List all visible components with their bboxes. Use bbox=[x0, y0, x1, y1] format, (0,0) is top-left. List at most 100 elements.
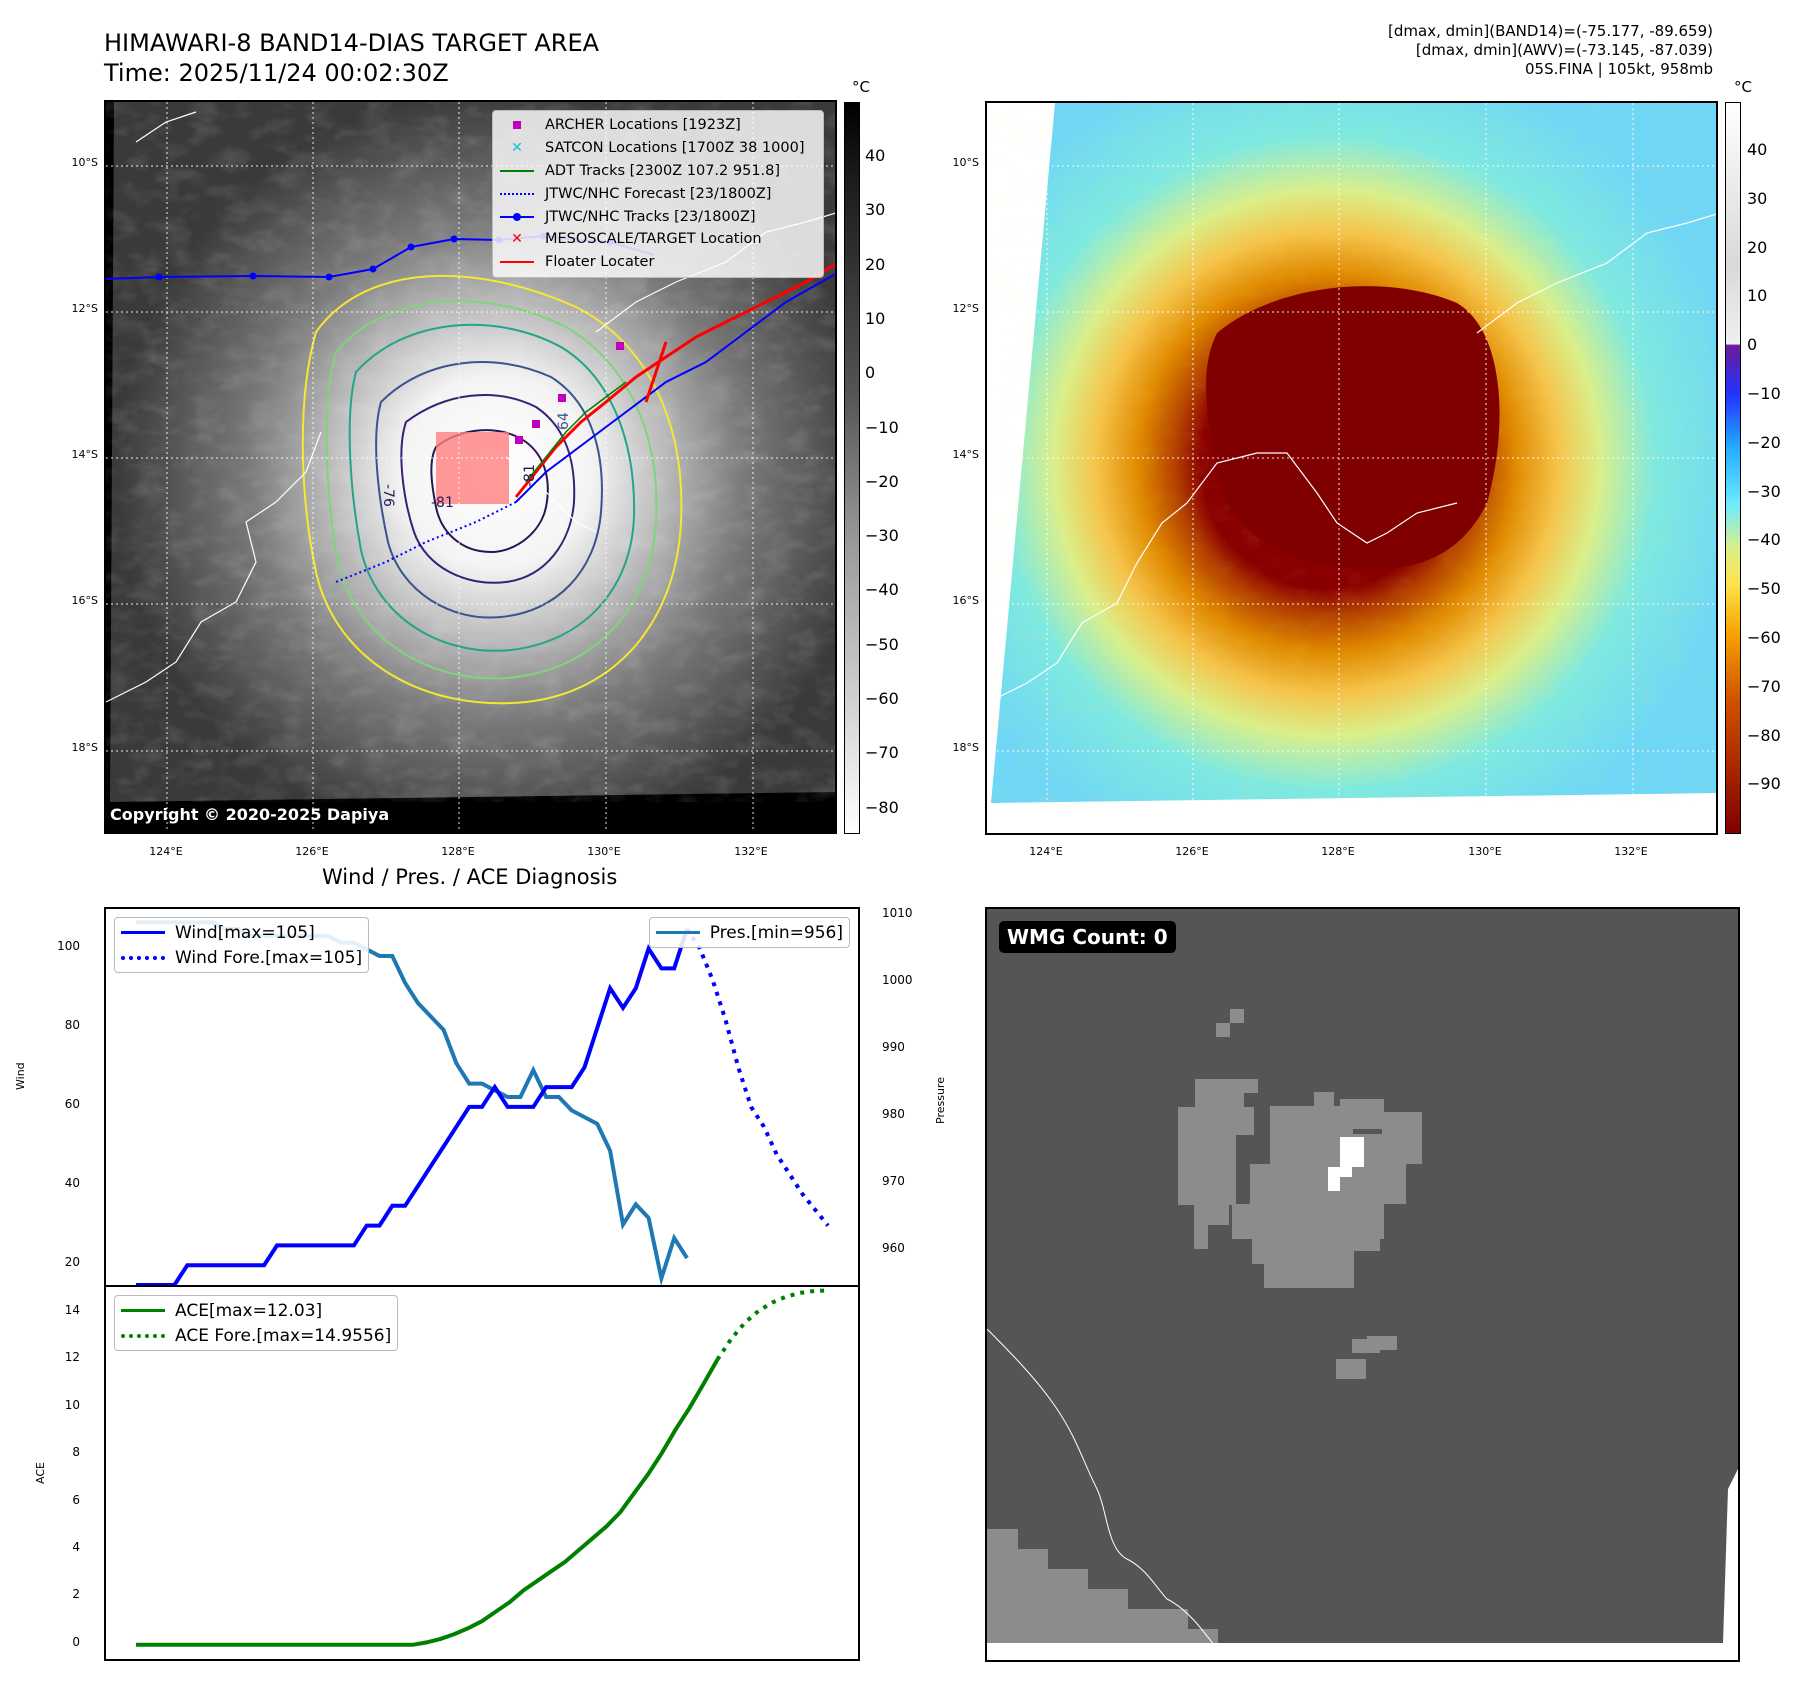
legend-label: Floater Locater bbox=[545, 254, 655, 271]
info-line-2: [dmax, dmin](AWV)=(-73.145, -87.039) bbox=[1415, 41, 1713, 59]
pressure-tick-label: 960 bbox=[882, 1241, 905, 1256]
colorbar-tick-label: −80 bbox=[865, 797, 899, 817]
lat-label: 16°S bbox=[952, 594, 979, 607]
legend-label: Pres.[min=956] bbox=[709, 922, 843, 943]
pressure-tick-label: 1000 bbox=[882, 972, 913, 987]
wmg-panel: WMG Count: 0 bbox=[985, 907, 1740, 1662]
main-title: HIMAWARI-8 BAND14-DIAS TARGET AREA Time: … bbox=[104, 28, 599, 88]
wmg-image bbox=[987, 1009, 1738, 1660]
dotted-line-icon bbox=[121, 955, 165, 960]
x-icon: ✕ bbox=[511, 231, 523, 248]
ace-tick-label: 0 bbox=[72, 1634, 80, 1649]
copyright: Copyright © 2020-2025 Dapiya bbox=[110, 805, 390, 824]
colorbar-tick-label: −60 bbox=[865, 689, 899, 708]
wind-ylabel: Wind bbox=[14, 1062, 27, 1090]
legend-label: ACE Fore.[max=14.9556] bbox=[175, 1325, 392, 1346]
line-icon bbox=[655, 931, 700, 934]
line-icon bbox=[121, 1309, 165, 1312]
floater-track bbox=[514, 262, 835, 498]
contour-label-3: -81 bbox=[431, 495, 454, 511]
colorbar-tick-label: −90 bbox=[1747, 774, 1781, 794]
ir-color-map bbox=[985, 101, 1718, 835]
map-legend: ARCHER Locations [1923Z] ✕ SATCON Locatio… bbox=[492, 110, 824, 278]
title-line-2: Time: 2025/11/24 00:02:30Z bbox=[104, 59, 449, 87]
wind-tick-label: 60 bbox=[64, 1096, 80, 1111]
colorbar-tick-label: −20 bbox=[1747, 432, 1781, 452]
wind-tick-label: 100 bbox=[57, 938, 80, 953]
line-icon bbox=[121, 931, 165, 934]
legend-row: ACE Fore.[max=14.9556] bbox=[121, 1323, 391, 1348]
lon-label: 132°E bbox=[734, 845, 768, 858]
target-box bbox=[436, 432, 509, 504]
colorbar-tick-label: 30 bbox=[1747, 188, 1768, 208]
wind-line bbox=[136, 928, 689, 1285]
legend-row: Wind[max=105] bbox=[121, 920, 362, 945]
ace-ylabel: ACE bbox=[34, 1462, 47, 1484]
lon-label: 126°E bbox=[1175, 845, 1209, 858]
ace-tick-label: 8 bbox=[72, 1445, 80, 1460]
pressure-tick-label: 970 bbox=[882, 1174, 905, 1189]
pressure-legend: Pres.[min=956] bbox=[648, 917, 850, 948]
ace-tick-label: 2 bbox=[72, 1587, 80, 1602]
colorbar-tick-label: −70 bbox=[1747, 676, 1781, 696]
colorbar-tick-label: −20 bbox=[865, 471, 899, 491]
legend-label: ACE[max=12.03] bbox=[175, 1300, 323, 1321]
ir-color-image bbox=[987, 103, 1716, 833]
wind-tick-label: 20 bbox=[64, 1255, 80, 1270]
square-icon bbox=[513, 121, 521, 130]
colorbar-tick-label: −30 bbox=[865, 526, 899, 546]
ace-tick-label: 14 bbox=[64, 1303, 80, 1318]
x-icon: ✕ bbox=[511, 140, 523, 157]
lat-label: 12°S bbox=[952, 302, 979, 315]
lat-label: 14°S bbox=[952, 448, 979, 461]
diagnosis-title: Wind / Pres. / ACE Diagnosis bbox=[322, 865, 618, 889]
legend-row: ✕ SATCON Locations [1700Z 38 1000] bbox=[499, 137, 817, 160]
ace-tick-label: 4 bbox=[72, 1540, 80, 1554]
lat-label: 10°S bbox=[952, 156, 979, 169]
dotted-line-icon bbox=[121, 1333, 165, 1338]
legend-row: Floater Locater bbox=[499, 251, 817, 274]
lon-label: 130°E bbox=[1468, 845, 1502, 858]
legend-row: ACE[max=12.03] bbox=[121, 1298, 391, 1323]
colorbar-tick-label: 30 bbox=[865, 200, 886, 220]
colorbar-tick-label: −80 bbox=[1747, 725, 1781, 745]
colorbar-tick-label: −50 bbox=[865, 634, 899, 654]
lat-label: 10°S bbox=[71, 156, 98, 169]
legend-row: JTWC/NHC Forecast [23/1800Z] bbox=[499, 182, 817, 205]
colorbar-tick-label: −40 bbox=[865, 580, 899, 600]
lon-label: 124°E bbox=[149, 845, 183, 858]
ace-tick-label: 10 bbox=[64, 1397, 80, 1412]
legend-row: ADT Tracks [2300Z 107.2 951.8] bbox=[499, 160, 817, 183]
contour-label-1: -76 bbox=[380, 484, 396, 507]
legend-label: SATCON Locations [1700Z 38 1000] bbox=[545, 140, 805, 157]
dotted-line-icon bbox=[500, 192, 534, 195]
lon-label: 130°E bbox=[587, 845, 621, 858]
legend-row: ✕ MESOSCALE/TARGET Location bbox=[499, 228, 817, 251]
lat-label: 12°S bbox=[71, 302, 98, 315]
legend-row: Pres.[min=956] bbox=[655, 920, 843, 945]
wind-tick-label: 80 bbox=[64, 1017, 80, 1032]
wind-tick-label: 40 bbox=[64, 1176, 80, 1191]
ace-forecast-line bbox=[715, 1288, 829, 1361]
lon-label: 126°E bbox=[295, 845, 329, 858]
ace-legend: ACE[max=12.03] ACE Fore.[max=14.9556] bbox=[114, 1295, 399, 1351]
legend-row: JTWC/NHC Tracks [23/1800Z] bbox=[499, 205, 817, 228]
colorbar-tick-label: 10 bbox=[1747, 286, 1768, 306]
lat-label: 18°S bbox=[952, 741, 979, 754]
lon-label: 132°E bbox=[1614, 845, 1648, 858]
lat-label: 14°S bbox=[71, 448, 98, 461]
legend-row: Wind Fore.[max=105] bbox=[121, 945, 362, 970]
colorbar-tick-label: 40 bbox=[1747, 140, 1768, 159]
legend-label: ADT Tracks [2300Z 107.2 951.8] bbox=[545, 162, 781, 179]
colorbar-tick-label: 20 bbox=[1747, 237, 1768, 257]
ace-svg bbox=[136, 1288, 829, 1647]
lon-label: 128°E bbox=[1321, 845, 1355, 858]
color-colorbar bbox=[1725, 102, 1741, 834]
ir-grayscale-map: -76 -81 -81 64 Copyright © 2020-2025 Dap… bbox=[104, 100, 837, 834]
legend-label: ARCHER Locations [1923Z] bbox=[545, 117, 741, 134]
colorbar-tick-label: 0 bbox=[1747, 335, 1758, 355]
colorbar-tick-label: −50 bbox=[1747, 579, 1781, 599]
line-icon bbox=[500, 261, 534, 264]
legend-label: MESOSCALE/TARGET Location bbox=[545, 231, 762, 248]
ace-line bbox=[136, 1358, 720, 1647]
